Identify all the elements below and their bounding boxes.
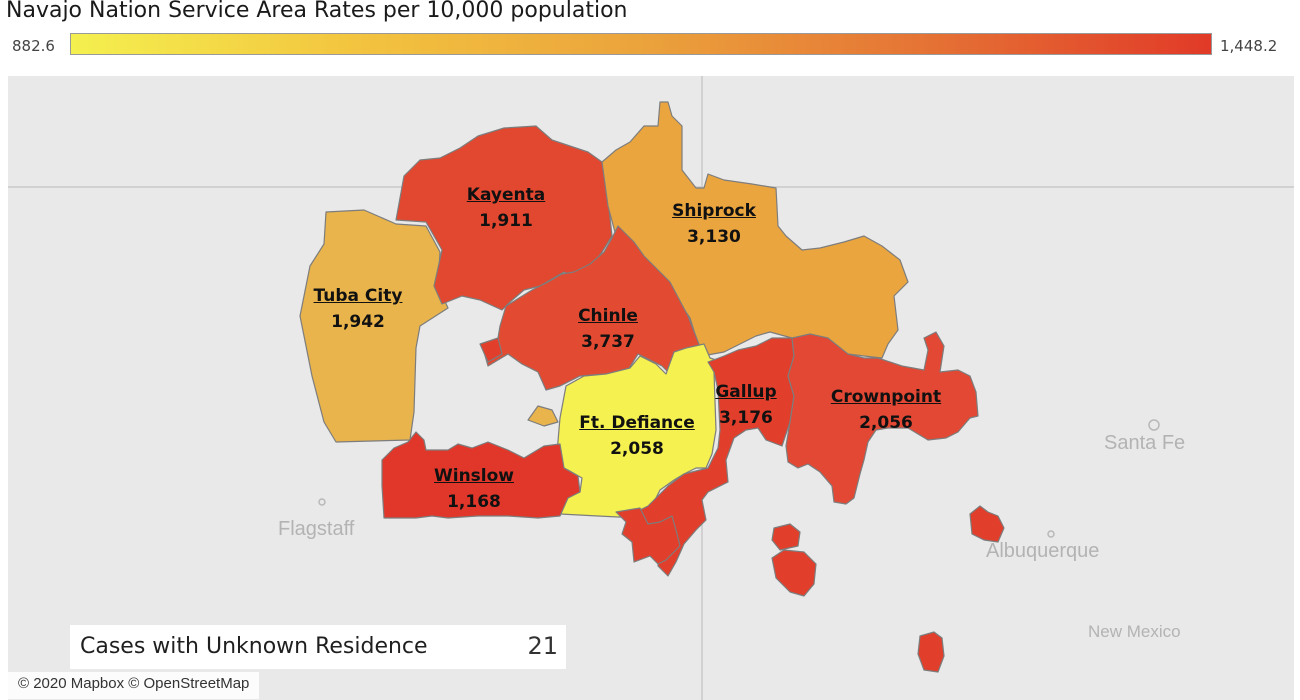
albuquerque-marker xyxy=(1047,530,1055,538)
unknown-residence-value: 21 xyxy=(527,632,558,660)
region-island[interactable] xyxy=(527,405,559,427)
albuquerque-label: Albuquerque xyxy=(986,540,1100,562)
region-name: Shiprock xyxy=(672,201,756,221)
region-name: Chinle xyxy=(578,306,638,326)
region-crownpoint[interactable] xyxy=(785,331,979,505)
region-island[interactable] xyxy=(771,549,817,597)
region-name: Kayenta xyxy=(466,185,546,205)
legend-max-label: 1,448.2 xyxy=(1220,37,1278,55)
label-shiprock[interactable]: Shiprock 3,130 xyxy=(672,198,756,250)
region-name: Crownpoint xyxy=(830,387,942,407)
region-value: 3,176 xyxy=(719,408,773,428)
region-island[interactable] xyxy=(917,631,945,673)
unknown-residence-box: Cases with Unknown Residence 21 xyxy=(70,625,566,669)
region-island[interactable] xyxy=(615,507,681,565)
region-island[interactable] xyxy=(479,337,503,363)
legend-min-label: 882.6 xyxy=(12,37,55,55)
region-value: 2,058 xyxy=(610,439,664,459)
region-island[interactable] xyxy=(969,505,1005,543)
region-value: 3,130 xyxy=(687,227,741,247)
region-shiprock[interactable] xyxy=(601,101,909,359)
label-ft-defiance[interactable]: Ft. Defiance 2,058 xyxy=(579,410,695,462)
region-name: Tuba City xyxy=(313,286,403,306)
map-attribution[interactable]: © 2020 Mapbox © OpenStreetMap xyxy=(8,672,260,699)
label-kayenta[interactable]: Kayenta 1,911 xyxy=(467,182,545,234)
chart-title: Navajo Nation Service Area Rates per 10,… xyxy=(6,0,628,23)
region-island[interactable] xyxy=(771,523,801,551)
flagstaff-label: Flagstaff xyxy=(278,518,355,540)
color-legend-bar xyxy=(70,33,1212,55)
santa-fe-label: Santa Fe xyxy=(1104,432,1186,454)
region-value: 1,168 xyxy=(447,492,501,512)
region-tuba-city[interactable] xyxy=(299,209,449,443)
label-winslow[interactable]: Winslow 1,168 xyxy=(434,463,514,515)
santa-fe-marker xyxy=(1148,419,1160,431)
label-crownpoint[interactable]: Crownpoint 2,056 xyxy=(831,384,941,436)
region-value: 2,056 xyxy=(859,413,913,433)
region-name: Gallup xyxy=(715,382,777,402)
flagstaff-marker xyxy=(318,498,326,506)
map-area[interactable]: Flagstaff Santa Fe Albuquerque New Mexic… xyxy=(8,76,1294,700)
region-name: Winslow xyxy=(433,466,515,486)
region-winslow[interactable] xyxy=(381,431,581,519)
unknown-residence-label: Cases with Unknown Residence xyxy=(80,634,428,659)
label-gallup[interactable]: Gallup 3,176 xyxy=(715,379,776,431)
region-value: 1,942 xyxy=(331,312,385,332)
label-chinle[interactable]: Chinle 3,737 xyxy=(578,303,638,355)
new-mexico-label: New Mexico xyxy=(1088,622,1181,641)
region-name: Ft. Defiance xyxy=(579,413,695,433)
label-tuba-city[interactable]: Tuba City 1,942 xyxy=(314,283,403,335)
region-value: 3,737 xyxy=(581,332,635,352)
region-value: 1,911 xyxy=(479,211,533,231)
